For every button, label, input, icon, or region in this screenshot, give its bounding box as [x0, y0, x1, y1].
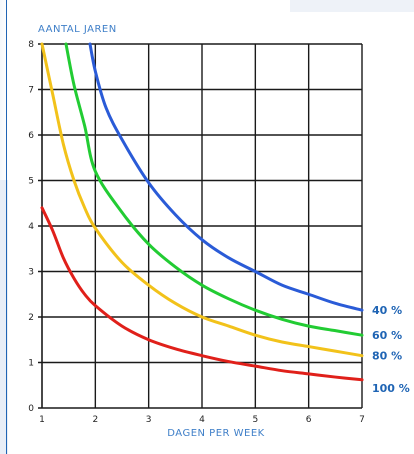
y-tick-label: 6	[28, 131, 34, 141]
series-label: 80 %	[372, 350, 402, 363]
series-line	[64, 42, 364, 337]
series-line	[40, 206, 364, 382]
left-border-line	[6, 0, 7, 454]
y-tick-label: 4	[28, 222, 34, 232]
x-tick-label: 1	[39, 415, 45, 425]
series-label: 60 %	[372, 329, 402, 342]
x-tick-label: 7	[359, 415, 365, 425]
y-tick-label: 1	[28, 359, 34, 369]
x-axis-title: DAGEN PER WEEK	[167, 428, 264, 439]
series-label: 100 %	[372, 382, 410, 395]
left-panel-decoration	[0, 180, 8, 454]
y-tick-label: 7	[28, 86, 34, 96]
x-tick-label: 4	[199, 415, 205, 425]
chart-series-group	[40, 42, 364, 382]
y-tick-label: 8	[28, 40, 34, 50]
top-right-panel-decoration	[290, 0, 414, 12]
y-tick-label: 0	[28, 404, 34, 414]
y-tick-label: 2	[28, 313, 34, 323]
y-tick-label: 3	[28, 268, 34, 278]
x-tick-label: 3	[146, 415, 152, 425]
x-tick-label: 6	[306, 415, 312, 425]
series-line	[40, 42, 364, 358]
y-axis-title: AANTAL JAREN	[38, 24, 117, 35]
y-tick-label: 5	[28, 177, 34, 187]
series-label: 40 %	[372, 304, 402, 317]
series-labels: 40 % 60 % 80 % 100 %	[372, 304, 410, 395]
chart-grid	[38, 43, 363, 409]
series-line	[88, 42, 364, 312]
x-tick-label: 2	[92, 415, 98, 425]
x-tick-label: 5	[252, 415, 258, 425]
